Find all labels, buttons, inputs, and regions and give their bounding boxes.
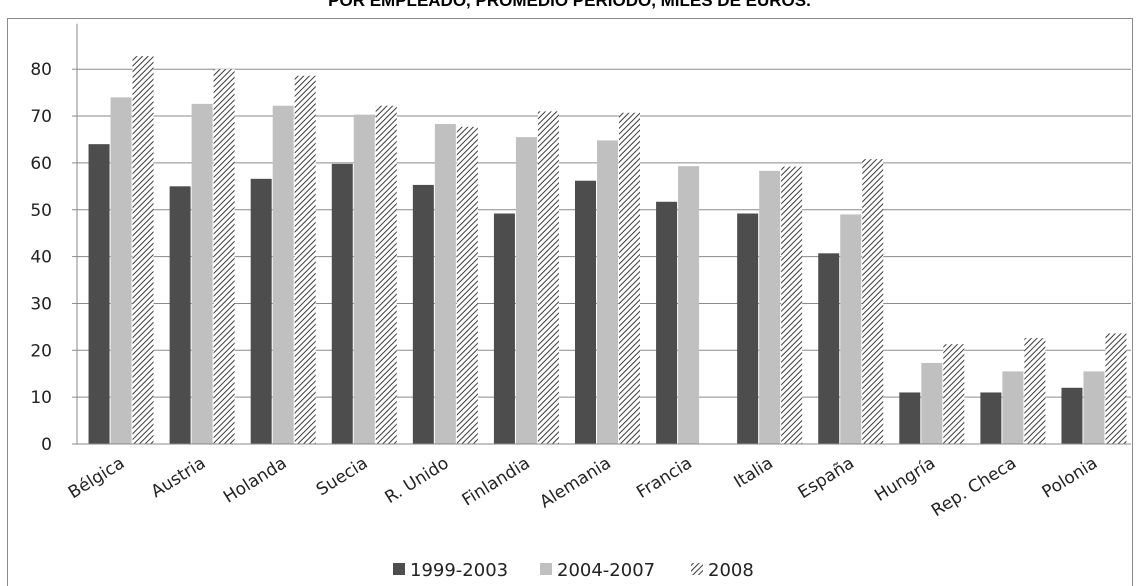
bar-2008: [1105, 333, 1127, 444]
chart-frame: [7, 18, 1133, 586]
bar-2008: [375, 105, 397, 445]
bar-1999-2003: [331, 163, 353, 444]
bar-2004-2007: [434, 124, 456, 445]
x-category-label: Alemania: [536, 453, 614, 512]
legend-swatch: [393, 563, 405, 575]
chart-title: POR EMPLEADO, PROMEDIO PERIODO, MILES DE…: [328, 0, 811, 10]
bar-1999-2003: [737, 213, 759, 444]
bars: [88, 56, 1127, 445]
bar-2004-2007: [1002, 371, 1024, 444]
x-category-label: R. Unido: [382, 453, 453, 508]
bar-2004-2007: [678, 166, 700, 444]
x-category-label: Hungría: [871, 453, 939, 506]
bar-1999-2003: [656, 201, 678, 444]
legend-label: 1999-2003: [410, 560, 508, 581]
x-category-label: Bélgica: [65, 453, 128, 503]
legend-swatch: [691, 563, 703, 575]
bar-2008: [213, 69, 235, 444]
y-tick-label: 80: [30, 60, 52, 80]
x-category-label: Suecia: [313, 453, 372, 500]
x-category-label: Austria: [148, 453, 210, 502]
legend-label: 2004-2007: [557, 560, 655, 581]
bar-2008: [132, 56, 154, 444]
bar-2008: [537, 111, 559, 445]
bar-2008: [862, 159, 884, 445]
bar-2004-2007: [921, 362, 943, 444]
legend: 1999-2003 2004-2007 2008: [393, 560, 754, 581]
x-category-label: Finlandia: [459, 453, 534, 510]
y-tick-label: 70: [30, 107, 52, 127]
bar-1999-2003: [412, 184, 434, 444]
y-tick-label: 0: [41, 435, 52, 455]
bar-2008: [619, 112, 640, 444]
bar-1999-2003: [899, 392, 921, 444]
bar-2004-2007: [191, 103, 213, 444]
bar-2004-2007: [597, 140, 618, 445]
bar-1999-2003: [575, 180, 596, 444]
bar-1999-2003: [493, 213, 515, 444]
bar-2008: [943, 344, 965, 444]
legend-label: 2008: [708, 560, 754, 581]
bar-2004-2007: [272, 105, 294, 445]
x-category-label: España: [795, 453, 858, 503]
x-category-label: Holanda: [220, 453, 290, 507]
bar-2004-2007: [840, 214, 862, 444]
y-tick-label: 10: [30, 388, 52, 408]
bar-2004-2007: [515, 137, 537, 444]
bar-2004-2007: [1083, 371, 1105, 444]
y-tick-label: 30: [30, 294, 52, 314]
y-tick-label: 40: [30, 248, 52, 268]
bar-1999-2003: [169, 186, 191, 444]
y-tick-label: 50: [30, 201, 52, 221]
bar-1999-2003: [1061, 387, 1083, 444]
bar-2004-2007: [353, 114, 375, 444]
bar-1999-2003: [250, 178, 272, 445]
bar-2008: [456, 126, 478, 444]
bar-2004-2007: [759, 170, 781, 444]
x-category-label: Rep. Checa: [928, 453, 1020, 521]
x-category-label: Italia: [731, 453, 777, 492]
y-tick-label: 60: [30, 154, 52, 174]
bar-1999-2003: [88, 144, 110, 444]
bar-2008: [1024, 338, 1046, 444]
bar-2004-2007: [110, 97, 132, 444]
bar-2008: [294, 75, 316, 444]
x-category-label: Polonia: [1039, 453, 1101, 502]
x-category-label: Francia: [633, 453, 696, 502]
legend-swatch: [540, 563, 552, 575]
y-tick-label: 20: [30, 341, 52, 361]
bar-1999-2003: [818, 253, 840, 444]
bar-1999-2003: [980, 392, 1002, 444]
bar-2008: [781, 166, 803, 444]
